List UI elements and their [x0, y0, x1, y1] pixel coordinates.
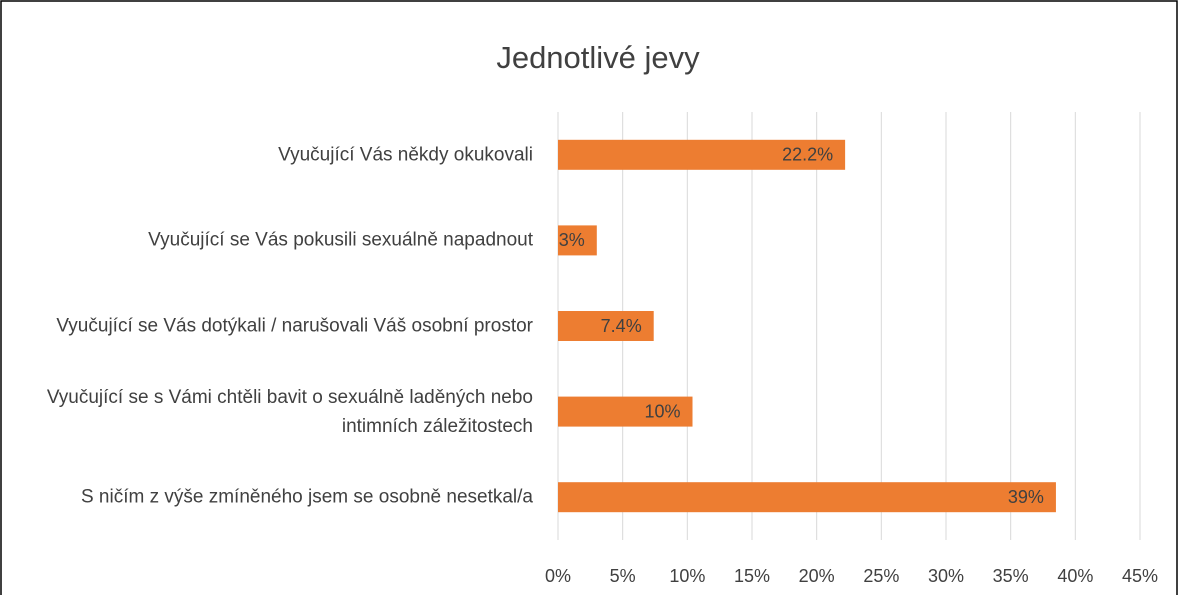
bar: [558, 396, 693, 427]
x-tick-label: 0%: [545, 566, 571, 586]
x-tick-label: 25%: [863, 566, 899, 586]
y-tick-label: Vyučující Vás někdy okukovali: [278, 144, 533, 166]
data-label: 7.4%: [601, 316, 642, 336]
x-tick-label: 20%: [799, 566, 835, 586]
x-tick-label: 15%: [734, 566, 770, 586]
y-tick-label: Vyučující se Vás dotýkali / narušovali V…: [56, 315, 533, 337]
y-tick-label: S ničím z výše zmíněného jsem se osobně …: [80, 486, 533, 508]
x-tick-label: 35%: [993, 566, 1029, 586]
chart-title: Jednotlivé jevy: [496, 40, 700, 75]
x-tick-label: 5%: [610, 566, 636, 586]
data-label: 22.2%: [782, 145, 833, 165]
x-tick-label: 30%: [928, 566, 964, 586]
x-tick-label: 45%: [1122, 566, 1158, 586]
data-label: 39%: [1008, 487, 1044, 507]
data-label: 10%: [644, 401, 680, 421]
x-tick-label: 40%: [1057, 566, 1093, 586]
y-tick-label: Vyučující se s Vámi chtěli bavit o sexuá…: [46, 386, 533, 437]
y-tick-label: Vyučující se Vás pokusili sexuálně napad…: [148, 229, 533, 251]
bar: [558, 482, 1056, 513]
bar: [558, 225, 597, 256]
bar: [558, 311, 654, 341]
bar: [558, 139, 846, 170]
x-tick-label: 10%: [669, 566, 705, 586]
data-label: 3%: [559, 230, 585, 250]
